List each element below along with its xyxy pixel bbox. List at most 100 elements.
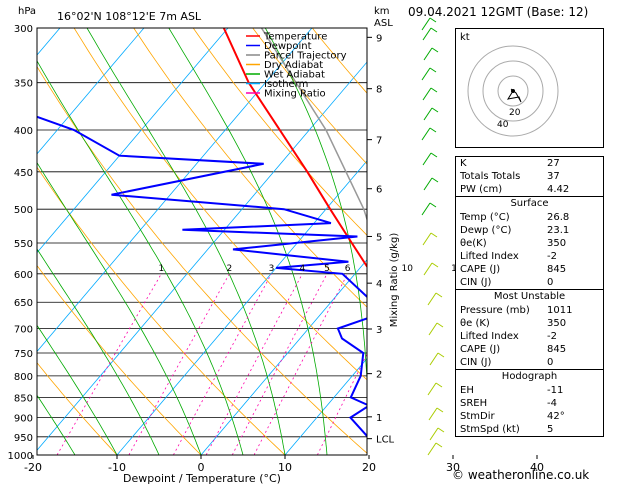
index-value: 37: [547, 171, 560, 182]
pressure-tick-label: 650: [14, 298, 33, 309]
wind-barb-flag: [430, 27, 438, 33]
wind-barb-flag: [436, 407, 444, 413]
wind-barb: [427, 442, 437, 456]
hodograph-ring-label: 40: [497, 120, 509, 130]
index-value: 42°: [547, 411, 565, 422]
wind-barb: [421, 202, 431, 216]
most-unstable-box: Most Unstable Pressure (mb) 1011 θe (K) 350…: [456, 289, 603, 369]
wind-barb: [423, 107, 433, 121]
credit-text: © weatheronline.co.uk: [452, 468, 590, 482]
km-label: km: [374, 6, 390, 17]
wet-adiabat-line: [168, 28, 328, 455]
isotherm-line: [37, 61, 367, 451]
index-label: CIN (J): [460, 277, 492, 288]
dry-adiabat-line: [133, 28, 367, 308]
x-tick-label: -10: [108, 461, 126, 474]
index-value: 5: [547, 424, 554, 435]
pressure-tick-label: 1000: [8, 451, 33, 462]
pressure-tick-label: 900: [14, 414, 33, 425]
wind-barb-flag: [437, 352, 445, 358]
wind-barb-flag: [429, 17, 437, 23]
most-unstable-title: Most Unstable: [493, 291, 566, 302]
dry-adiabat-line: [37, 166, 286, 455]
index-label: CAPE (J): [460, 344, 501, 355]
hodograph-trace: [506, 88, 522, 103]
dewpoint-series-line: [37, 115, 367, 438]
pressure-tick-label: 400: [14, 126, 33, 137]
x-tick-label: 0: [198, 461, 205, 474]
km-tick-label: 9: [376, 33, 382, 44]
surface-box: Surface Temp (°C) 26.8 Dewp (°C) 23.1 θe(K) 3…: [456, 196, 603, 289]
index-row: Lifted Index -2: [456, 330, 603, 343]
wind-barb: [423, 262, 433, 276]
most-unstable-rows: Pressure (mb) 1011 θe (K) 350 Lifted Index -2…: [456, 304, 603, 369]
hodograph-ring: [467, 45, 559, 137]
km-tick-label: 1: [376, 413, 382, 424]
km-tick-label: 7: [376, 136, 382, 147]
pressure-tick-label: 800: [14, 372, 33, 383]
wind-barb: [422, 87, 432, 101]
wet-adiabat-line: [264, 28, 367, 387]
mixing-ratio-label: 5: [324, 264, 330, 274]
index-label: CIN (J): [460, 357, 492, 368]
legend-label: Dewpoint: [264, 41, 312, 52]
index-value: -2: [547, 331, 557, 342]
index-value: 845: [547, 344, 567, 355]
temperature-series-line: [222, 28, 367, 269]
index-row: CAPE (J) 845: [456, 263, 603, 276]
wind-barb-flag: [429, 127, 437, 133]
index-row: Temp (°C) 26.8: [456, 211, 603, 224]
index-value: 26.8: [547, 212, 570, 223]
wind-barb-flag: [431, 262, 439, 268]
wet-adiabat-line: [37, 60, 244, 455]
chart-axes: 3003504004505005506006507007508008509009…: [8, 24, 544, 474]
wind-barb: [423, 47, 433, 61]
wet-adiabat-line: [37, 161, 202, 455]
asl-label: ASL: [374, 18, 393, 29]
isotherm-line: [284, 357, 367, 455]
parcel-trajectory-series-line: [260, 28, 367, 222]
dry-adiabat-line: [192, 28, 367, 236]
wind-barb-flag: [435, 292, 443, 298]
km-tick-label: 8: [376, 85, 382, 96]
index-row: Totals Totals 37: [456, 170, 603, 183]
km-tick-label: 2: [376, 370, 382, 381]
wind-barb: [427, 292, 437, 306]
index-row: Lifted Index -2: [456, 250, 603, 263]
index-value: 350: [547, 318, 567, 329]
surface-title: Surface: [510, 198, 549, 209]
index-label: Totals Totals: [460, 171, 521, 182]
legend-label: Isotherm: [264, 79, 308, 90]
pressure-tick-label: 700: [14, 325, 33, 336]
wind-barb-flag: [430, 87, 438, 93]
pressure-tick-label: 300: [14, 24, 33, 35]
wind-barb: [428, 322, 438, 336]
surface-rows: Temp (°C) 26.8 Dewp (°C) 23.1 θe(K) 350 Lifted…: [456, 211, 603, 289]
pressure-tick-label: 600: [14, 270, 33, 281]
mixing-ratio-axis-label: Mixing Ratio (g/kg): [389, 233, 400, 328]
x-tick-label: 10: [278, 461, 292, 474]
hodograph-ring: [482, 60, 544, 122]
index-row: Pressure (mb) 1011: [456, 304, 603, 317]
wind-barb-flag: [431, 107, 439, 113]
wind-barb: [421, 17, 431, 31]
km-tick-label: 6: [376, 185, 382, 196]
index-value: 23.1: [547, 225, 570, 236]
legend-label: Wet Adiabat: [264, 70, 325, 81]
mixing-ratio-line: [56, 273, 162, 455]
mixing-ratio-label: 3: [269, 264, 275, 274]
pressure-tick-label: 450: [14, 168, 33, 179]
index-value: -2: [547, 251, 557, 262]
index-value: 350: [547, 238, 567, 249]
x-tick-label: 30: [446, 461, 460, 474]
index-label: θe (K): [460, 318, 490, 329]
index-label: Temp (°C): [460, 212, 510, 223]
wind-barb-flag: [435, 442, 443, 448]
index-value: -11: [547, 385, 564, 396]
dry-adiabat-line: [73, 28, 367, 381]
wind-barb: [429, 352, 439, 366]
index-value: 1011: [547, 305, 573, 316]
index-row: EH -11: [456, 384, 603, 397]
index-row: CIN (J) 0: [456, 276, 603, 289]
